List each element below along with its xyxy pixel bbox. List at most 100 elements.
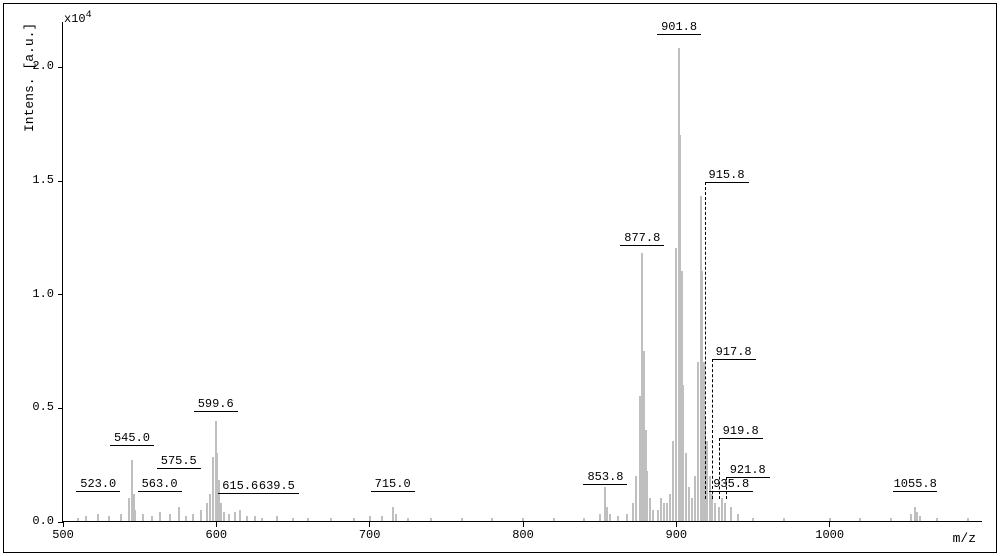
peak-label: 639.5 — [255, 479, 299, 493]
peak-label-underline — [620, 245, 664, 246]
spectrum-peak — [599, 514, 601, 521]
spectrum-peak — [77, 518, 79, 521]
spectrum-peak — [910, 514, 912, 521]
peak-label: 523.0 — [76, 477, 120, 491]
spectrum-peak — [85, 516, 87, 521]
y-exponent-sup: 4 — [86, 10, 92, 21]
spectrum-peak — [178, 507, 180, 521]
spectrum-peak — [714, 503, 716, 521]
spectrum-peak — [666, 503, 668, 521]
spectrum-peak — [672, 441, 674, 521]
spectrum-peak — [694, 476, 696, 521]
spectrum-peak — [890, 518, 892, 521]
spectrum-peak — [330, 518, 332, 521]
peak-label: 921.8 — [726, 463, 770, 477]
peak-label-underline — [194, 411, 238, 412]
peak-label: 575.5 — [157, 454, 201, 468]
y-axis-title: Intens. [a.u.] — [22, 23, 37, 132]
y-tick — [58, 408, 63, 409]
spectrum-peak — [916, 512, 918, 521]
peak-label-underline — [76, 491, 120, 492]
chart-frame: x104 Intens. [a.u.] m/z 0.00.51.01.52.05… — [3, 3, 997, 553]
spectrum-peak — [185, 516, 187, 521]
spectrum-peak — [706, 441, 708, 521]
spectrum-peak — [407, 518, 409, 521]
peak-label: 917.8 — [712, 345, 756, 359]
y-tick-label: 2.0 — [14, 59, 54, 73]
spectrum-peak — [276, 516, 278, 521]
peak-label-underline — [712, 359, 756, 360]
x-tick — [369, 522, 370, 527]
spectrum-peak — [369, 516, 371, 521]
spectrum-peak — [220, 503, 222, 521]
peak-label: 1055.8 — [893, 477, 937, 491]
spectrum-peak — [307, 518, 309, 521]
peak-label: 877.8 — [620, 231, 664, 245]
spectrum-peak — [97, 514, 99, 521]
y-tick-label: 0.0 — [14, 514, 54, 528]
x-axis-title: m/z — [953, 531, 976, 546]
spectrum-peak — [783, 518, 785, 521]
spectrum-peak — [606, 507, 608, 521]
spectrum-peak — [261, 518, 263, 521]
y-tick-label: 1.5 — [14, 173, 54, 187]
spectrum-peak — [583, 518, 585, 521]
spectrum-peak — [657, 510, 659, 521]
peak-label-underline — [110, 445, 154, 446]
peak-label: 919.8 — [719, 424, 763, 438]
spectrum-peak — [635, 476, 637, 521]
peak-label: 715.0 — [371, 477, 415, 491]
peak-label-underline — [583, 484, 627, 485]
peak-label: 935.8 — [709, 477, 753, 491]
peak-label: 915.8 — [705, 168, 749, 182]
peak-label: 563.0 — [138, 477, 182, 491]
peak-label-underline — [893, 491, 937, 492]
spectrum-peak — [829, 518, 831, 521]
spectrum-peak — [430, 518, 432, 521]
x-tick — [523, 522, 524, 527]
spectrum-peak — [223, 512, 225, 521]
y-tick-label: 1.0 — [14, 287, 54, 301]
spectrum-peak — [151, 516, 153, 521]
peak-label-underline — [157, 468, 201, 469]
spectrum-peak — [246, 516, 248, 521]
x-tick-label: 900 — [656, 528, 696, 542]
peak-label: 599.6 — [194, 397, 238, 411]
spectrum-peak — [239, 510, 241, 521]
spectrum-peak — [685, 453, 687, 521]
x-tick — [216, 522, 217, 527]
spectrum-peak — [730, 507, 732, 521]
peak-label-underline — [255, 493, 299, 494]
y-tick — [58, 294, 63, 295]
x-tick-label: 700 — [350, 528, 390, 542]
spectrum-peak — [663, 503, 665, 521]
spectrum-peak — [919, 516, 921, 521]
peak-leader — [705, 182, 706, 500]
spectrum-peak — [234, 512, 236, 521]
x-tick — [63, 522, 64, 527]
peak-label: 545.0 — [110, 431, 154, 445]
spectrum-peak — [128, 498, 130, 521]
spectrum-peak — [691, 498, 693, 521]
spectrum-peak — [461, 518, 463, 521]
spectrum-peak — [200, 510, 202, 521]
spectrum-peak — [626, 514, 628, 521]
y-tick-label: 0.5 — [14, 400, 54, 414]
spectrum-peak — [522, 518, 524, 521]
spectrum-peak — [859, 518, 861, 521]
spectrum-peak — [228, 514, 230, 521]
spectrum-peak — [254, 516, 256, 521]
spectrum-peak — [688, 487, 690, 521]
spectrum-peak — [206, 503, 208, 521]
spectrum-peak — [381, 516, 383, 521]
peak-label-underline — [719, 438, 763, 439]
peak-label-underline — [138, 491, 182, 492]
spectrum-peak — [737, 514, 739, 521]
spectrum-peak — [632, 503, 634, 521]
spectrum-peak — [617, 516, 619, 521]
y-tick — [58, 67, 63, 68]
x-tick — [829, 522, 830, 527]
peak-label-underline — [705, 182, 749, 183]
spectrum-peak — [660, 498, 662, 521]
peak-label-underline — [709, 491, 753, 492]
